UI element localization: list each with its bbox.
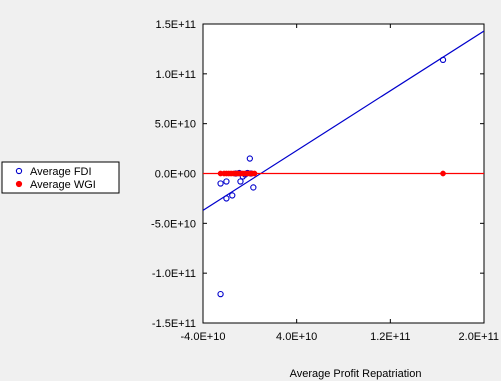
- wgi-point: [440, 170, 446, 177]
- fdi-point: [246, 155, 253, 162]
- legend-label-fdi: Average FDI: [30, 166, 92, 178]
- x-tick-label: 2.0E+11: [459, 331, 499, 343]
- x-tick-label: -4.0E+10: [181, 331, 226, 343]
- fdi-point: [237, 178, 244, 185]
- fit-line-fdi: [203, 30, 484, 211]
- x-axis-title: Average Profit Repatriation: [290, 368, 422, 380]
- wgi-point: [251, 170, 258, 177]
- y-tick-label: -1.0E+11: [152, 268, 196, 280]
- legend-marker-wgi: [15, 180, 23, 188]
- legend-marker-fdi: [15, 167, 23, 175]
- fdi-point: [217, 180, 224, 187]
- x-tick-label: 1.2E+11: [370, 331, 410, 343]
- fdi-point: [217, 290, 224, 298]
- legend-box: [1, 161, 120, 194]
- fdi-point: [223, 195, 230, 202]
- y-axis: 1.5E+11 1.0E+11 5.0E+10 0.0E+00 -5.0E+10 -1.0…: [151, 19, 484, 330]
- y-tick-label: -1.5E+11: [152, 318, 196, 330]
- fdi-point: [223, 178, 230, 185]
- fdi-point: [439, 56, 447, 64]
- y-tick-label: 0.0E+00: [155, 169, 196, 181]
- x-axis: -4.0E+10 4.0E+10 1.2E+11 2.0E+11: [181, 24, 499, 343]
- y-tick-label: 1.0E+11: [156, 69, 196, 81]
- y-tick-label: 5.0E+10: [155, 119, 196, 131]
- y-tick-label: 1.5E+11: [156, 19, 196, 31]
- fdi-point: [250, 184, 257, 191]
- legend-label-wgi: Average WGI: [30, 179, 96, 191]
- fdi-point: [229, 192, 236, 199]
- x-tick-label: 4.0E+10: [276, 331, 317, 343]
- y-tick-label: -5.0E+10: [151, 218, 196, 230]
- data-points: [217, 56, 447, 298]
